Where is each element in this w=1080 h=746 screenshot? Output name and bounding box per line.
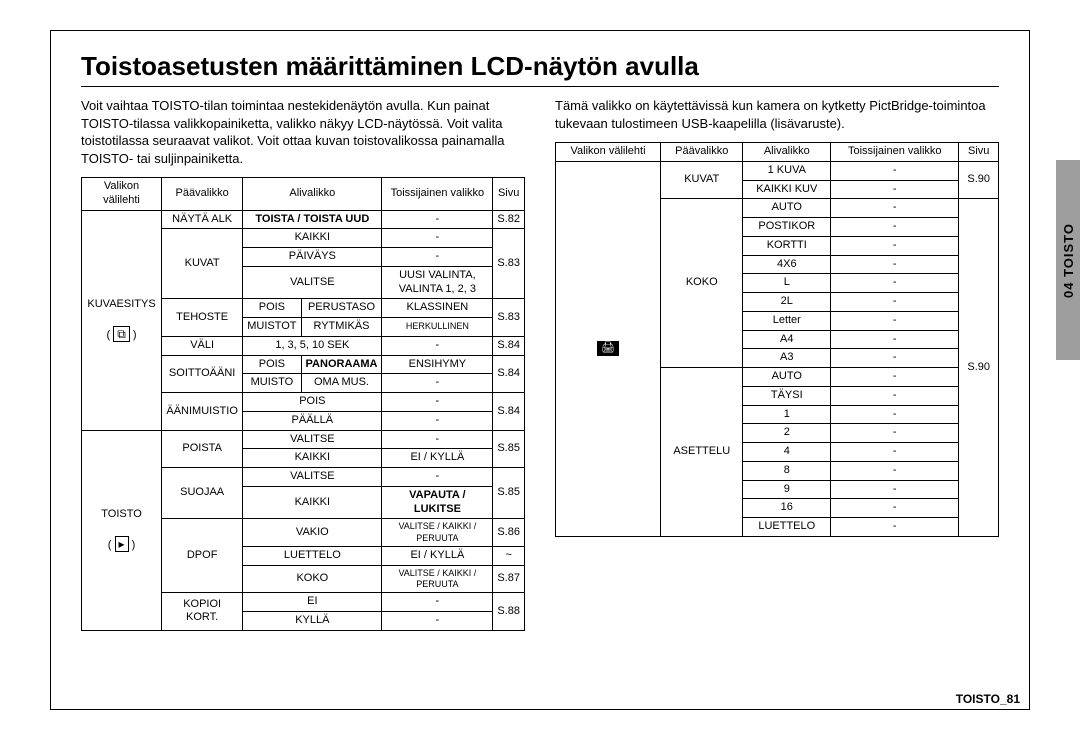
- left-table: Valikon välilehti Päävalikko Alivalikko …: [81, 177, 525, 631]
- tab-print: 🖨: [556, 161, 661, 536]
- th-page-r: Sivu: [959, 143, 999, 162]
- title-rule: [81, 86, 999, 87]
- th-page: Sivu: [493, 178, 525, 211]
- th-main: Päävalikko: [162, 178, 243, 211]
- intro-left: Voit vaihtaa TOISTO-tilan toimintaa nest…: [81, 97, 525, 167]
- th-sub-r: Alivalikko: [743, 143, 831, 162]
- side-tab-label: 04 TOISTO: [1061, 223, 1076, 298]
- slideshow-icon: ⧉: [113, 326, 130, 342]
- th-sub: Alivalikko: [243, 178, 382, 211]
- printer-icon: 🖨: [597, 341, 619, 356]
- th-sec: Toissijainen valikko: [382, 178, 493, 211]
- th-tab-r: Valikon välilehti: [556, 143, 661, 162]
- play-icon: ▸: [115, 536, 129, 552]
- th-sec-r: Toissijainen valikko: [831, 143, 959, 162]
- tab-kuvaesitys: KUVAESITYS ( ⧉ ): [82, 210, 162, 430]
- th-tab: Valikon välilehti: [82, 178, 162, 211]
- intro-right: Tämä valikko on käytettävissä kun kamera…: [555, 97, 999, 132]
- right-table: Valikon välilehti Päävalikko Alivalikko …: [555, 142, 999, 537]
- page-footer: TOISTO_81: [956, 692, 1020, 706]
- tab-toisto: TOISTO ( ▸ ): [82, 430, 162, 630]
- page-title: Toistoasetusten määrittäminen LCD-näytön…: [81, 51, 999, 82]
- th-main-r: Päävalikko: [661, 143, 743, 162]
- side-tab: 04 TOISTO: [1056, 160, 1080, 360]
